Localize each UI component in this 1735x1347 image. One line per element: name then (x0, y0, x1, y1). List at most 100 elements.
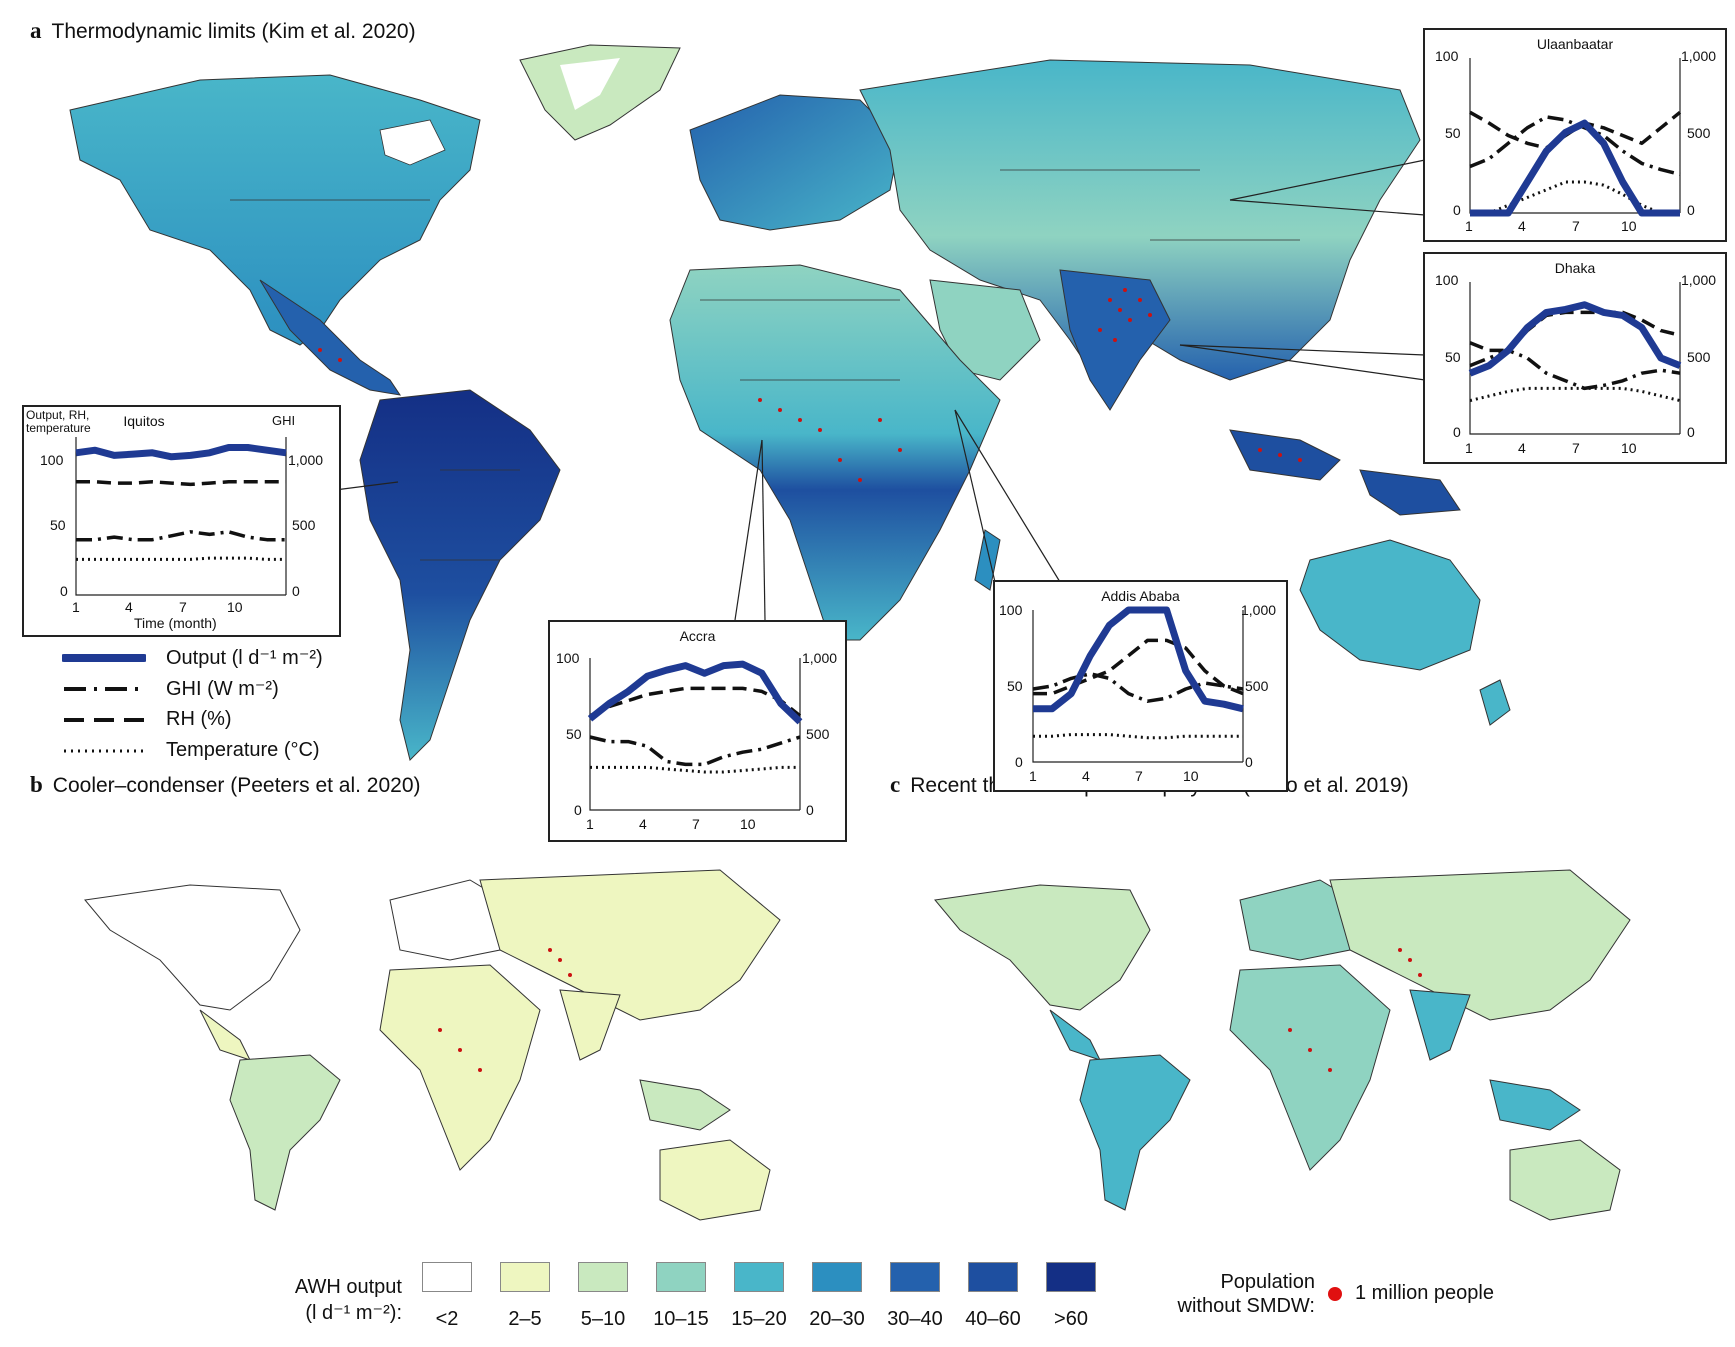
tick-left: 0 (574, 802, 582, 818)
inset-accra: Accra 100 50 0 1,000 500 0 1 4 7 10 (548, 620, 847, 842)
tick-left: 0 (60, 583, 68, 599)
tick-left: 0 (1015, 754, 1023, 770)
ghi-line-swatch (64, 686, 144, 691)
awh-swatch (656, 1262, 706, 1292)
panel-a-title: a Thermodynamic limits (Kim et al. 2020) (30, 18, 416, 43)
tick-x: 1 (1465, 218, 1473, 234)
tick-right: 500 (806, 726, 830, 742)
tick-x: 7 (1572, 440, 1580, 456)
awh-legend-label: AWH output (l d⁻¹ m⁻²): (294, 1276, 402, 1324)
inset-title: Addis Ababa (1101, 588, 1180, 604)
tick-left: 100 (556, 650, 580, 666)
population-dots (318, 288, 1422, 1072)
central-america (259, 279, 402, 396)
tick-left: 50 (566, 726, 582, 742)
population-legend-label: Population without SMDW: (1177, 1271, 1315, 1317)
output-series-line (587, 660, 803, 725)
tick-x: 4 (1518, 218, 1526, 234)
awh-swatch (890, 1262, 940, 1292)
temp-series-line (76, 556, 286, 561)
inset-chart (1032, 606, 1244, 763)
right-axis-label: GHI (272, 413, 296, 428)
awh-swatch (1046, 1262, 1096, 1292)
tick-right: 0 (1687, 424, 1695, 440)
tick-left: 0 (1453, 424, 1461, 440)
awh-swatch-label: <2 (435, 1308, 459, 1330)
inset-chart (1469, 58, 1682, 217)
axis-frame (589, 658, 801, 811)
awh-swatch-label: 40–60 (965, 1308, 1021, 1330)
tick-x: 1 (1029, 768, 1037, 784)
africa (669, 264, 1001, 641)
ghi-series-line (589, 735, 801, 767)
awh-swatch (968, 1262, 1018, 1292)
tick-x: 4 (639, 816, 647, 832)
inset-chart (75, 437, 287, 596)
tick-x: 7 (179, 599, 187, 615)
tick-right: 1,000 (1681, 272, 1717, 288)
inset-chart (587, 658, 803, 811)
ghi-series-line (76, 530, 286, 542)
inset-ulaanbaatar: Ulaanbaatar 100 50 0 1,000 500 0 1 4 7 1… (1423, 28, 1727, 242)
tick-x: 10 (1621, 440, 1637, 456)
tick-left: 100 (1435, 48, 1459, 64)
middle-east (929, 279, 1041, 381)
ghi-series-line (1032, 672, 1244, 703)
rh-series-line (589, 686, 802, 718)
axis-frame (1469, 282, 1681, 435)
awh-swatch-label: 15–20 (731, 1308, 787, 1330)
tick-x: 10 (227, 599, 243, 615)
awh-swatch (734, 1262, 784, 1292)
map-c (934, 869, 1631, 1221)
map-b (84, 869, 781, 1221)
tick-left: 50 (50, 517, 66, 533)
inset-dhaka: Dhaka 100 50 0 1,000 500 0 1 4 7 10 (1423, 252, 1727, 464)
tick-x: 7 (692, 816, 700, 832)
europe (689, 94, 901, 231)
tick-right: 500 (1245, 678, 1269, 694)
legend-ghi: GHI (W m⁻²) (62, 673, 323, 704)
x-axis-label: Time (month) (134, 615, 217, 631)
legend-rh: RH (%) (62, 704, 323, 735)
ghi-series-line (1469, 115, 1681, 176)
se-asia-islands (1229, 429, 1341, 481)
tick-x: 7 (1572, 218, 1580, 234)
temp-series-line (1469, 386, 1681, 403)
rh-series-line (1033, 638, 1244, 696)
tick-left: 100 (40, 452, 64, 468)
tick-right: 1,000 (1681, 48, 1717, 64)
tick-left: 50 (1445, 349, 1461, 365)
red-dot-icon (1328, 1287, 1342, 1301)
tick-x: 7 (1135, 768, 1143, 784)
asia (859, 59, 1421, 381)
rh-series-line (76, 480, 286, 487)
tick-x: 1 (72, 599, 80, 615)
tick-right: 0 (1245, 754, 1253, 770)
awh-swatch (422, 1262, 472, 1292)
awh-swatch-label: 30–40 (887, 1308, 943, 1330)
tick-right: 500 (1687, 125, 1711, 141)
tick-x: 4 (1518, 440, 1526, 456)
tick-left: 100 (1435, 272, 1459, 288)
temp-series-line (1470, 180, 1680, 215)
left-axis-label: Output, RH, temperature (26, 408, 91, 435)
panel-b-title: b Cooler–condenser (Peeters et al. 2020) (30, 772, 421, 797)
rh-line-swatch (64, 717, 144, 722)
north-america (69, 74, 481, 346)
temp-series-line (1033, 733, 1243, 740)
rh-series-line (1469, 310, 1681, 353)
output-series-line (1470, 119, 1680, 217)
awh-swatch-label: 2–5 (508, 1308, 542, 1330)
series-legend: Output (l d⁻¹ m⁻²) GHI (W m⁻²) RH (%) Te… (62, 642, 323, 766)
tick-x: 4 (1082, 768, 1090, 784)
tick-right: 0 (806, 802, 814, 818)
output-series-line (1468, 301, 1682, 377)
tick-right: 0 (292, 583, 300, 599)
map-a (69, 44, 1511, 761)
australia (1299, 539, 1481, 671)
temp-line-swatch (64, 749, 144, 752)
legend-temperature: Temperature (°C) (62, 735, 323, 766)
tick-x: 10 (1621, 218, 1637, 234)
tick-right: 1,000 (802, 650, 838, 666)
awh-swatch-label: 20–30 (809, 1308, 865, 1330)
